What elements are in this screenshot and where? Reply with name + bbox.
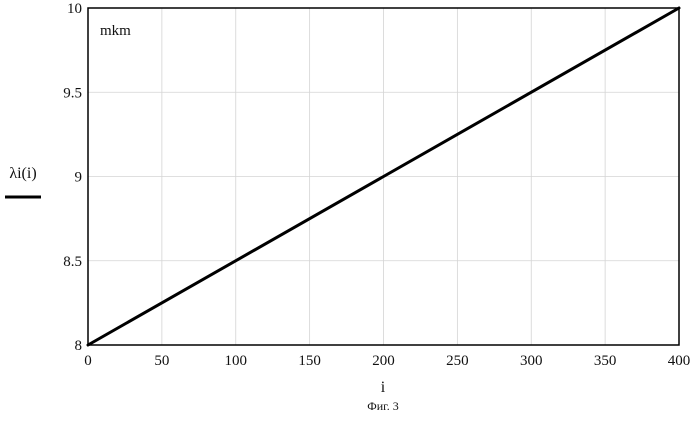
y-tick-label: 8.5: [63, 254, 82, 270]
y-tick-label: 9: [75, 170, 83, 186]
x-axis-label: i: [381, 379, 386, 396]
y-axis-label: λi(i): [9, 165, 36, 182]
x-tick-label: 100: [225, 353, 248, 369]
y-tick-label: 9.5: [63, 85, 82, 101]
x-tick-label: 50: [154, 353, 169, 369]
x-tick-label: 150: [298, 353, 321, 369]
x-tick-label: 250: [446, 353, 469, 369]
x-tick-label: 300: [520, 353, 543, 369]
x-tick-label: 350: [594, 353, 617, 369]
x-tick-label: 0: [84, 353, 92, 369]
y-tick-label: 8: [75, 338, 83, 354]
y-tick-label: 10: [67, 1, 82, 17]
x-tick-label: 200: [372, 353, 395, 369]
figure-caption: Фиг. 3: [367, 399, 398, 413]
x-tick-label: 400: [668, 353, 691, 369]
unit-label: mkm: [100, 23, 131, 39]
